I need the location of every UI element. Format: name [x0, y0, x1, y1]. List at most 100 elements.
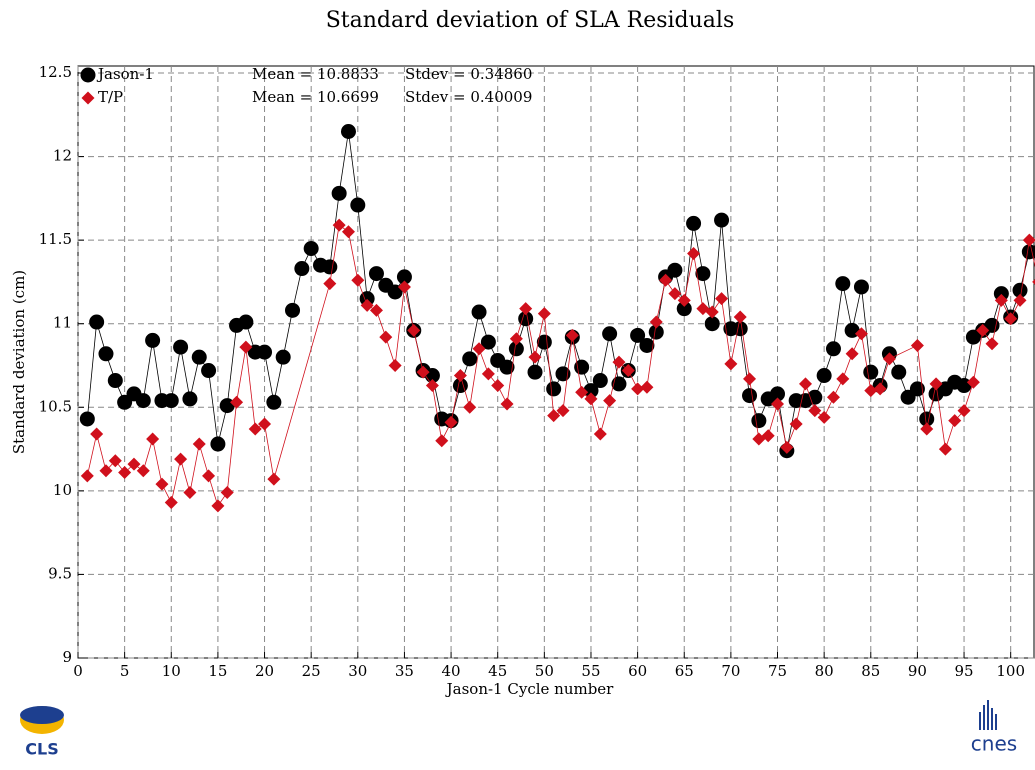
marker: [938, 442, 952, 456]
marker: [396, 269, 412, 285]
marker: [686, 215, 702, 231]
x-tick-label: 95: [955, 662, 974, 680]
x-tick-label: 60: [628, 662, 647, 680]
marker: [546, 381, 562, 397]
x-tick-label: 0: [73, 662, 83, 680]
series: [79, 124, 1035, 459]
mean-label: Mean = 10.6699: [252, 88, 379, 106]
x-tick-label: 25: [302, 662, 321, 680]
marker: [322, 259, 338, 275]
marker: [929, 377, 943, 391]
y-tick-label: 12.5: [39, 63, 72, 81]
marker: [704, 316, 720, 332]
marker: [201, 363, 217, 379]
marker: [919, 411, 935, 427]
marker: [687, 247, 701, 261]
marker: [444, 415, 458, 429]
series-line: [86, 224, 1035, 507]
marker: [294, 261, 310, 277]
marker: [202, 469, 216, 483]
marker: [798, 377, 812, 391]
marker: [966, 375, 980, 389]
marker: [1021, 244, 1035, 260]
marker: [211, 499, 225, 513]
marker: [480, 334, 496, 350]
marker: [407, 323, 421, 337]
marker: [163, 393, 179, 409]
marker: [994, 293, 1008, 307]
marker: [155, 477, 169, 491]
marker: [1022, 233, 1035, 247]
marker: [99, 464, 113, 478]
y-tick-label: 11: [53, 314, 72, 332]
legend-label: T/P: [98, 88, 123, 106]
marker: [341, 225, 355, 239]
marker: [285, 302, 301, 318]
marker: [472, 342, 486, 356]
marker: [648, 324, 664, 340]
marker: [79, 411, 95, 427]
marker: [379, 330, 393, 344]
marker: [350, 197, 366, 213]
marker: [882, 352, 896, 366]
x-tick-label: 55: [581, 662, 600, 680]
marker: [519, 302, 533, 316]
marker: [145, 332, 161, 348]
marker: [258, 417, 272, 431]
marker: [230, 395, 244, 409]
marker: [500, 397, 514, 411]
marker: [462, 351, 478, 367]
marker: [743, 372, 757, 386]
x-tick-label: 85: [861, 662, 880, 680]
marker: [174, 452, 188, 466]
marker: [98, 346, 114, 362]
marker: [640, 380, 654, 394]
marker: [463, 400, 477, 414]
marker: [528, 350, 542, 364]
marker: [331, 185, 347, 201]
marker: [127, 457, 141, 471]
marker: [135, 393, 151, 409]
marker: [724, 357, 738, 371]
y-tick-label: 10.5: [39, 397, 72, 415]
x-tick-label: 30: [348, 662, 367, 680]
x-tick-label: 20: [255, 662, 274, 680]
marker: [789, 417, 803, 431]
marker: [453, 369, 467, 383]
marker: [826, 390, 840, 404]
marker: [714, 212, 730, 228]
marker: [508, 341, 524, 357]
marker: [807, 389, 823, 405]
marker: [238, 314, 254, 330]
marker: [537, 307, 551, 321]
cnes-logo: cnes: [971, 700, 1017, 756]
marker: [621, 364, 635, 378]
chart-title: Standard deviation of SLA Residuals: [326, 8, 735, 33]
marker: [368, 266, 384, 282]
marker: [118, 465, 132, 479]
marker: [985, 337, 999, 351]
marker: [136, 464, 150, 478]
marker: [89, 314, 105, 330]
legend-label: Jason-1: [96, 65, 154, 83]
marker: [984, 317, 1000, 333]
x-tick-label: 40: [442, 662, 461, 680]
marker: [602, 326, 618, 342]
marker: [695, 266, 711, 282]
x-tick-label: 100: [996, 662, 1025, 680]
marker: [948, 414, 962, 428]
marker: [863, 364, 879, 380]
marker: [388, 359, 402, 372]
marker: [771, 397, 785, 411]
marker: [360, 298, 374, 312]
marker: [808, 404, 822, 418]
x-tick-label: 80: [815, 662, 834, 680]
marker: [491, 379, 505, 393]
x-tick-label: 50: [535, 662, 554, 680]
marker: [909, 381, 925, 397]
y-tick-label: 9: [62, 648, 72, 666]
marker: [957, 404, 971, 418]
marker: [435, 434, 449, 448]
marker: [825, 341, 841, 357]
